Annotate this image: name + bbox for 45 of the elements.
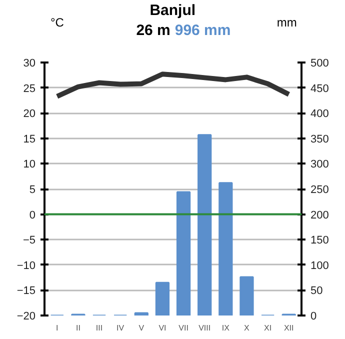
y-tick-label: −15 bbox=[16, 285, 36, 298]
bar bbox=[218, 182, 233, 316]
y-axis-title: °C bbox=[50, 16, 64, 30]
x-tick-label: XI bbox=[264, 324, 272, 332]
bar bbox=[176, 191, 191, 316]
x-tick-label: I bbox=[56, 324, 58, 332]
y-tick-label: −20 bbox=[16, 310, 36, 322]
y2-axis-title: mm bbox=[276, 16, 297, 30]
chart-subtitle: 26 m bbox=[136, 22, 170, 39]
y-tick-label: 30 bbox=[23, 58, 36, 70]
x-tick-label: V bbox=[138, 324, 145, 332]
y2-tick-label: 100 bbox=[310, 260, 329, 272]
y2-tick-label: 200 bbox=[310, 209, 329, 222]
y-tick-label: 20 bbox=[23, 108, 36, 120]
y2-tick-label: 50 bbox=[310, 285, 323, 298]
bar bbox=[134, 312, 148, 316]
x-tick-label: X bbox=[244, 324, 250, 332]
y-tick-label: 15 bbox=[23, 133, 36, 146]
y2-tick-label: 0 bbox=[310, 310, 317, 322]
bar bbox=[198, 134, 212, 316]
x-tick-label: II bbox=[76, 324, 80, 332]
x-tick-label: VI bbox=[158, 324, 166, 332]
x-tick-label: VII bbox=[178, 324, 188, 332]
y-tick-label: 5 bbox=[29, 184, 36, 196]
text: 996 mm bbox=[174, 22, 231, 39]
bar bbox=[155, 282, 170, 316]
y-tick-label: 0 bbox=[29, 209, 36, 222]
y-tick-label: 10 bbox=[23, 158, 36, 171]
x-tick-label: VIII bbox=[198, 324, 211, 332]
x-tick-label: XII bbox=[284, 324, 294, 332]
x-tick-label: III bbox=[96, 324, 103, 332]
y2-tick-label: 300 bbox=[310, 158, 329, 171]
x-tick-label: IX bbox=[222, 324, 230, 332]
y-tick-label: 25 bbox=[23, 82, 36, 95]
y2-tick-label: 350 bbox=[310, 133, 329, 146]
y2-tick-label: 450 bbox=[310, 82, 329, 95]
x-tick-label: IV bbox=[116, 324, 125, 332]
y2-tick-label: 500 bbox=[310, 58, 329, 70]
y2-tick-label: 150 bbox=[310, 234, 329, 247]
y2-tick-label: 400 bbox=[310, 108, 329, 120]
y-tick-label: −5 bbox=[22, 234, 36, 247]
chart-title: Banjul bbox=[150, 2, 196, 19]
y-tick-label: −10 bbox=[16, 260, 36, 272]
bar bbox=[240, 276, 254, 316]
y2-tick-label: 250 bbox=[310, 184, 329, 196]
